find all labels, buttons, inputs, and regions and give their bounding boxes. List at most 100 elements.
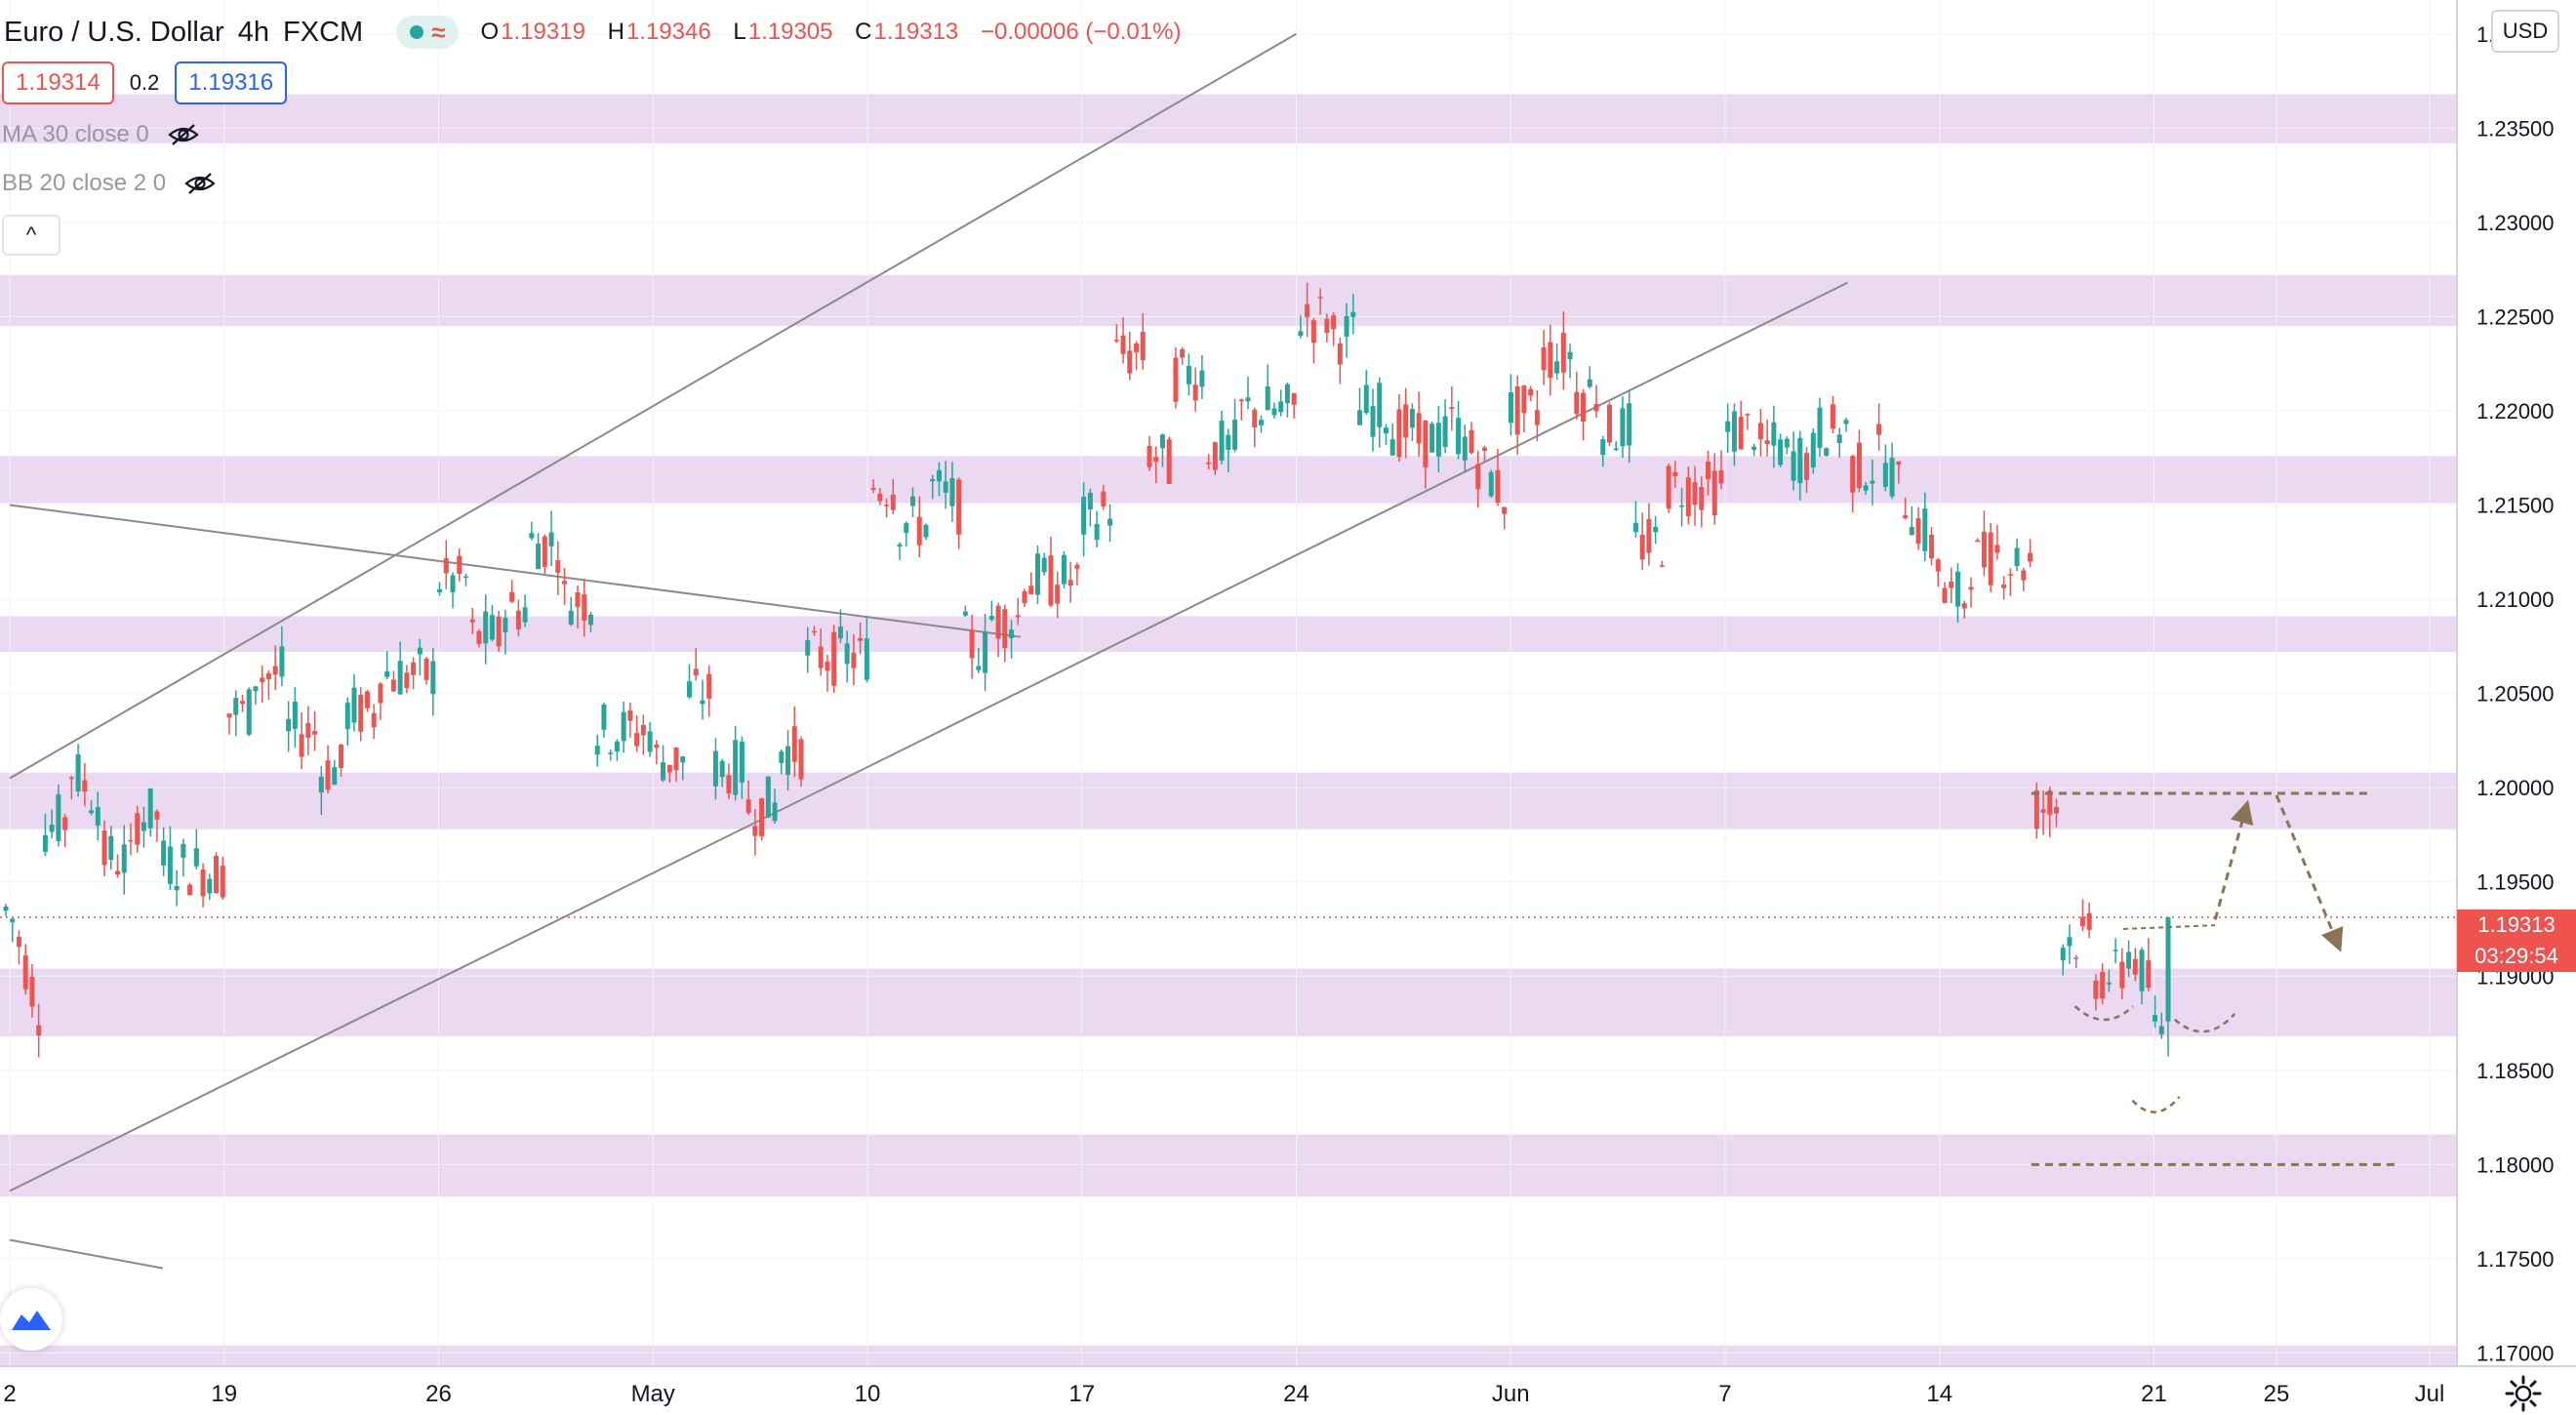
candle-80 xyxy=(529,521,535,541)
candle-304 xyxy=(2001,576,2007,600)
market-open-dot-icon xyxy=(410,25,424,39)
zone-1[interactable] xyxy=(0,274,2457,327)
candle-23 xyxy=(154,809,160,842)
zone-7[interactable] xyxy=(0,1345,2457,1366)
candle-121 xyxy=(798,736,804,788)
time-tick-label: Jul xyxy=(2415,1381,2445,1407)
candle-57 xyxy=(378,682,383,720)
trendline-1[interactable] xyxy=(9,281,1848,1193)
gear-icon[interactable] xyxy=(2504,1374,2543,1413)
candle-299 xyxy=(1968,577,1974,608)
indicator-ma[interactable]: MA 30 close 0 xyxy=(2,121,200,148)
tradingview-logo-icon[interactable] xyxy=(0,1288,62,1351)
candle-222 xyxy=(1462,424,1468,473)
symbol-title[interactable]: Euro / U.S. Dollar 4h FXCM xyxy=(4,17,369,49)
eye-hidden-icon[interactable] xyxy=(167,122,200,147)
candle-84 xyxy=(555,541,561,595)
price-axis[interactable]: 1.240001.235001.230001.225001.220001.215… xyxy=(2476,22,2555,1366)
candle-315 xyxy=(2073,954,2079,969)
bar-countdown: 03:29:54 xyxy=(2475,944,2558,968)
neckline[interactable] xyxy=(2123,924,2216,930)
trendlines[interactable] xyxy=(9,32,1848,1270)
candle-294 xyxy=(1935,557,1941,586)
candle-172 xyxy=(1134,341,1140,370)
last-price-value: 1.19313 xyxy=(2477,912,2556,937)
candle-124 xyxy=(818,628,824,676)
candle-284 xyxy=(1870,459,1875,505)
candle-47 xyxy=(312,710,318,751)
time-axis[interactable]: 2 19 26 May 10 17 24 Jun 7 14 21 25 Jul xyxy=(3,1381,2444,1407)
eye-hidden-icon[interactable] xyxy=(183,171,217,196)
candle-286 xyxy=(1882,444,1888,492)
candle-133 xyxy=(877,488,883,505)
indicator-bb[interactable]: BB 20 close 2 0 xyxy=(2,170,217,197)
candle-36 xyxy=(239,694,245,712)
grid-lines xyxy=(0,0,2457,1366)
candle-125 xyxy=(825,654,830,692)
candle-168 xyxy=(1107,504,1113,542)
currency-button[interactable]: USD xyxy=(2491,10,2559,53)
candle-241 xyxy=(1587,366,1592,389)
projection-up-arrow[interactable] xyxy=(2213,799,2254,920)
candle-20 xyxy=(135,805,141,853)
pattern-arc-0[interactable] xyxy=(2073,1005,2134,1022)
candle-86 xyxy=(568,596,574,627)
market-status-pill[interactable]: ≈ xyxy=(396,16,460,49)
candle-224 xyxy=(1475,451,1481,508)
candle-50 xyxy=(332,759,338,786)
pattern-arc-2[interactable] xyxy=(2174,1013,2236,1033)
candle-145 xyxy=(956,477,962,549)
candle-173 xyxy=(1140,312,1146,370)
candle-45 xyxy=(299,711,304,770)
candle-163 xyxy=(1074,562,1080,586)
zone-5[interactable] xyxy=(0,968,2457,1037)
sell-button[interactable]: 1.19314 xyxy=(2,61,114,104)
candle-15 xyxy=(101,820,107,876)
candle-49 xyxy=(325,745,331,794)
candle-263 xyxy=(1731,403,1737,466)
candle-40 xyxy=(265,670,271,700)
candle-280 xyxy=(1843,417,1849,432)
pattern-arc-1[interactable] xyxy=(2131,1096,2181,1113)
candle-62 xyxy=(411,657,417,690)
candle-144 xyxy=(949,462,955,523)
buy-button[interactable]: 1.19316 xyxy=(175,61,288,104)
trendline-3[interactable] xyxy=(9,1238,164,1270)
candle-225 xyxy=(1482,445,1488,462)
candles xyxy=(0,282,2457,1058)
close-value: 1.19313 xyxy=(873,19,959,45)
candle-123 xyxy=(811,626,817,636)
candle-296 xyxy=(1949,567,1954,604)
candle-104 xyxy=(686,664,692,700)
candle-154 xyxy=(1015,597,1021,626)
candle-183 xyxy=(1206,454,1212,470)
candle-89 xyxy=(587,611,593,632)
zone-4[interactable] xyxy=(0,772,2457,829)
candle-328 xyxy=(2158,1012,2164,1039)
candle-261 xyxy=(1718,450,1724,490)
candle-33 xyxy=(220,856,225,900)
candle-293 xyxy=(1929,526,1935,566)
drawing-annotations[interactable] xyxy=(2031,791,2399,1166)
time-tick-label: 24 xyxy=(1283,1381,1309,1407)
candle-322 xyxy=(2119,948,2125,1000)
candle-264 xyxy=(1738,400,1744,450)
low-label: L xyxy=(733,19,746,45)
zone-0[interactable] xyxy=(0,94,2457,143)
price-tick-label: 1.17500 xyxy=(2476,1247,2555,1272)
candle-249 xyxy=(1639,512,1645,571)
candle-281 xyxy=(1850,454,1856,513)
candle-181 xyxy=(1192,367,1198,412)
candle-61 xyxy=(404,665,410,694)
collapse-legend-button[interactable]: ^ xyxy=(2,215,60,256)
candle-194 xyxy=(1278,389,1284,417)
trendline-2[interactable] xyxy=(9,504,1022,638)
candle-116 xyxy=(765,776,771,819)
candle-212 xyxy=(1396,393,1402,463)
candle-253 xyxy=(1666,464,1671,513)
candle-311 xyxy=(2047,787,2053,837)
candle-130 xyxy=(858,622,864,655)
trendline-0[interactable] xyxy=(9,32,1297,780)
zone-3[interactable] xyxy=(0,616,2457,653)
